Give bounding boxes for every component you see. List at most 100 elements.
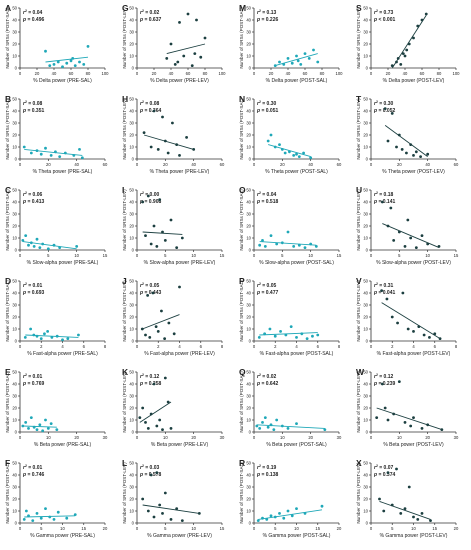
data-point (178, 154, 181, 157)
data-point (295, 507, 298, 510)
x-tick-label: 0 (253, 526, 256, 531)
y-tick-label: 50 (129, 97, 134, 102)
r2-annotation: r2 = 0.30 (257, 100, 276, 107)
data-point (261, 421, 264, 424)
data-point (141, 497, 145, 501)
data-point (86, 45, 90, 48)
y-tick-label: 30 (12, 394, 17, 399)
x-tick-label: 0 (136, 344, 139, 349)
data-point (311, 334, 314, 338)
data-point (420, 427, 424, 430)
p-annotation: p = 0.477 (256, 290, 278, 296)
data-point (169, 218, 173, 222)
data-point (152, 224, 156, 228)
y-tick-label: 30 (246, 485, 251, 490)
y-tick-label: 10 (12, 418, 17, 423)
y-tick-label: 20 (246, 406, 251, 411)
data-point (82, 63, 86, 66)
x-tick-label: 40 (191, 162, 196, 167)
data-point (35, 512, 39, 515)
data-point (378, 497, 381, 501)
panel-r: R 0 10 20 30 40 50 0 5 10 15 20 % Gamma power (POST-… (239, 458, 342, 539)
data-point (173, 63, 177, 66)
panel-letter: O (239, 185, 246, 195)
regression-line (376, 407, 442, 431)
data-point (27, 243, 30, 247)
y-tick-label: 30 (12, 121, 17, 126)
r2-annotation: r2 = 0.06 (23, 191, 42, 198)
panel-letter: D (5, 276, 11, 286)
panel-letter: R (239, 458, 245, 468)
y-axis-label: Number of SRSs (POST-LEV) (356, 189, 361, 251)
x-tick-label: 60 (337, 162, 342, 167)
x-tick-label: 20 (269, 71, 274, 76)
y-tick-label: 0 (366, 339, 369, 344)
panel-u: U 0 10 20 30 40 50 0 5 10 15% Slow-alpha power (PO… (356, 185, 459, 266)
x-axis-label: % Delta power (POST-SAL) (266, 78, 328, 84)
y-tick-label: 30 (363, 30, 368, 35)
x-axis-label: % Theta power (POST-SAL) (265, 169, 328, 175)
data-point (44, 418, 47, 422)
data-point (261, 516, 264, 520)
data-point (292, 245, 296, 248)
data-point (56, 60, 60, 64)
x-axis-label: % Delta power (PRE-LEV) (150, 78, 209, 84)
data-point (58, 246, 62, 250)
x-tick-label: 60 (186, 71, 191, 76)
y-tick-label: 50 (246, 370, 251, 375)
y-tick-label: 20 (246, 315, 251, 320)
data-point (52, 518, 56, 521)
data-point (405, 48, 409, 52)
r2-annotation: r2 = 0.12 (140, 373, 159, 380)
data-point (433, 332, 437, 336)
data-point (297, 243, 301, 247)
data-point (426, 152, 430, 156)
data-point (280, 148, 284, 151)
data-point (149, 145, 153, 149)
x-tick-label: 8 (338, 344, 341, 349)
y-axis-label: Number of SRSs (POST-LEV) (122, 280, 127, 342)
data-point (43, 332, 46, 336)
data-point (286, 57, 290, 60)
data-point (175, 246, 179, 250)
y-tick-label: 10 (246, 418, 251, 423)
regression-line (166, 43, 206, 55)
y-axis-label: Number of SRSs (POST-SAL) (239, 462, 244, 524)
x-tick-label: 20 (35, 71, 40, 76)
y-tick-label: 50 (363, 279, 368, 284)
data-point (417, 325, 421, 328)
data-point (263, 245, 267, 248)
data-point (406, 218, 410, 222)
y-tick-label: 30 (246, 30, 251, 35)
y-tick-label: 40 (363, 109, 368, 114)
regression-line (24, 148, 83, 156)
y-tick-label: 50 (12, 6, 17, 11)
r2-value: = 0.13 (261, 10, 277, 16)
data-point (23, 336, 27, 339)
data-point (21, 424, 25, 428)
x-tick-label: 40 (425, 162, 430, 167)
data-point (383, 406, 387, 410)
x-tick-label: 20 (425, 435, 430, 440)
x-tick-label: 60 (103, 162, 108, 167)
data-point (426, 242, 430, 246)
data-point (305, 337, 309, 340)
x-tick-label: 6 (200, 344, 203, 349)
x-tick-label: 0 (253, 71, 256, 76)
y-axis-label: Number of SRSs (POST-SAL) (5, 371, 10, 433)
x-tick-label: 0 (370, 526, 373, 531)
data-point (141, 200, 145, 204)
data-point (29, 416, 33, 419)
p-annotation: p = 0.239 (373, 381, 395, 387)
y-tick-label: 20 (12, 497, 17, 502)
y-tick-label: 30 (12, 303, 17, 308)
data-point (422, 333, 426, 337)
data-point (292, 154, 296, 157)
y-axis-label: Number of SRSs (POST-SAL) (239, 7, 244, 69)
x-tick-label: 0 (370, 71, 373, 76)
regression-line (142, 314, 180, 330)
p-annotation: p = 0.908 (139, 199, 161, 205)
y-tick-label: 50 (129, 461, 134, 466)
x-tick-label: 10 (280, 435, 285, 440)
panel-c: C 0 10 20 30 40 50 0 5 10 15 % Slow-alpha power (PR… (5, 185, 108, 266)
